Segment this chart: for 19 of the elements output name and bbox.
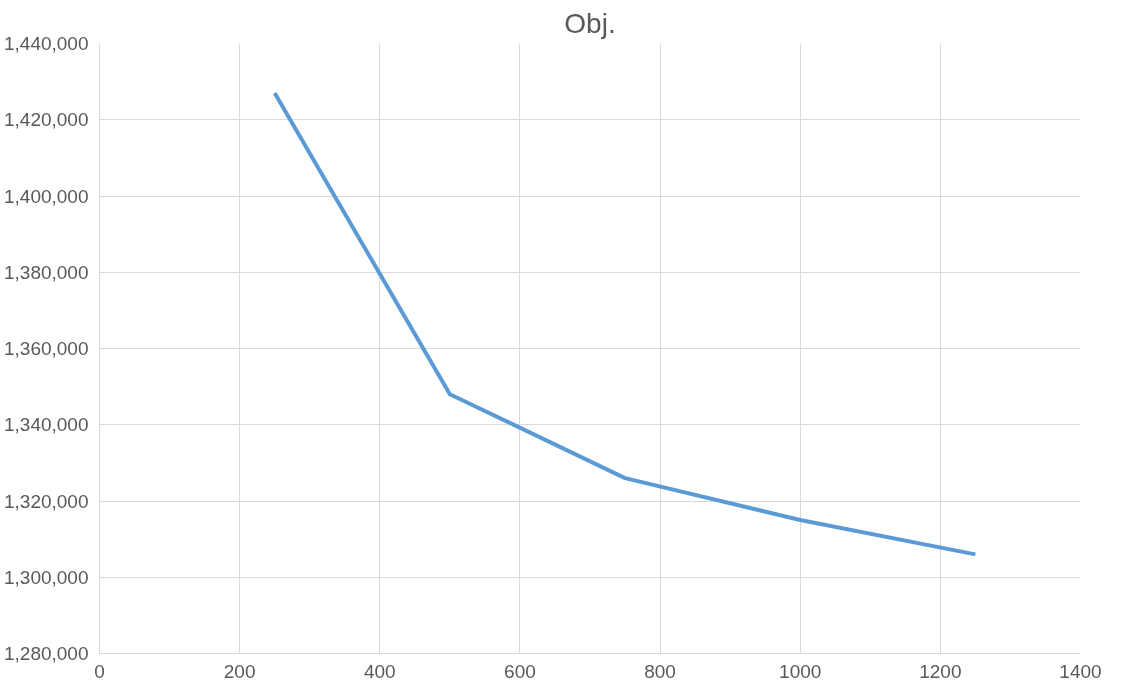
y-tick-label: 1,420,000 — [3, 109, 89, 131]
chart-title: Obj. — [564, 7, 616, 39]
y-tick-label: 1,280,000 — [3, 643, 89, 664]
x-tick-label: 800 — [644, 660, 676, 682]
y-tick-label: 1,300,000 — [3, 566, 89, 588]
y-tick-label: 1,440,000 — [3, 33, 89, 54]
x-tick-label: 1400 — [1059, 660, 1102, 682]
x-tick-label: 1200 — [919, 660, 962, 682]
y-tick-label: 1,320,000 — [3, 490, 89, 512]
x-tick-label: 400 — [363, 660, 396, 682]
x-tick-label: 200 — [223, 660, 256, 682]
line-series — [272, 91, 978, 557]
y-tick-label: 1,400,000 — [3, 185, 89, 207]
x-tick-label: 600 — [504, 660, 536, 682]
y-tick-label: 1,340,000 — [3, 414, 89, 436]
x-tick-label: 1000 — [779, 660, 822, 682]
x-tick-label: 0 — [94, 660, 105, 682]
y-tick-label: 1,380,000 — [3, 261, 89, 283]
y-tick-label: 1,360,000 — [3, 338, 89, 359]
